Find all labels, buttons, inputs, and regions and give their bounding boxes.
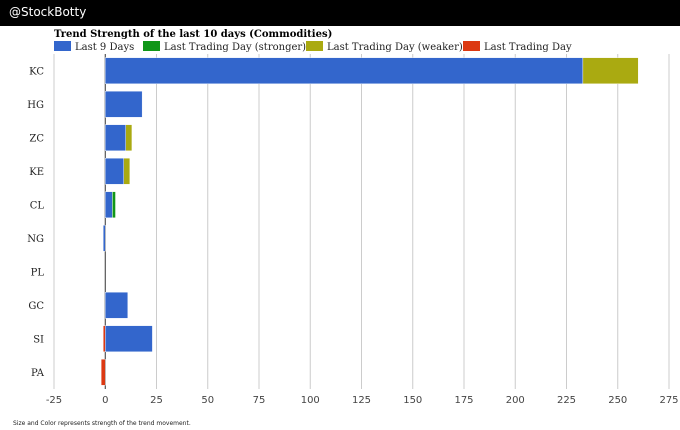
bar-NG-series-0 [102, 224, 106, 252]
bar-ZC-series-0 [105, 124, 126, 152]
category-label-HG: HG [27, 100, 44, 111]
x-tick-label-2: 25 [150, 395, 163, 406]
category-label-SI: SI [33, 334, 44, 345]
x-tick-label-9: 200 [506, 395, 525, 406]
bar-KE-series-2 [123, 157, 131, 185]
legend-swatch-1 [143, 41, 160, 51]
bar-KE-series-0 [105, 157, 124, 185]
x-tick-label-5: 100 [301, 395, 320, 406]
x-tick-label-11: 250 [608, 395, 627, 406]
chart-bars [100, 57, 639, 386]
bar-KC-series-0 [105, 57, 584, 85]
category-label-GC: GC [28, 301, 44, 312]
legend-label-1: Last Trading Day (stronger) [164, 42, 306, 53]
category-label-KC: KC [29, 66, 44, 77]
bar-SI-series-0 [105, 325, 153, 353]
legend-swatch-3 [463, 41, 480, 51]
category-label-NG: NG [27, 234, 44, 245]
chart-title: Trend Strength of the last 10 days (Comm… [54, 29, 332, 40]
category-label-KE: KE [29, 167, 44, 178]
x-tick-label-3: 50 [201, 395, 214, 406]
chart-footnote: Size and Color represents strength of th… [13, 420, 191, 427]
x-tick-label-8: 175 [454, 395, 473, 406]
x-tick-label-7: 150 [403, 395, 422, 406]
account-handle: @StockBotty [9, 5, 87, 19]
legend-swatch-2 [306, 41, 323, 51]
bar-GC-series-0 [105, 291, 128, 319]
legend-label-3: Last Trading Day [484, 42, 572, 53]
x-tick-label-6: 125 [352, 395, 371, 406]
bar-ZC-series-2 [125, 124, 133, 152]
bar-SI-series-3 [102, 325, 106, 353]
category-label-CL: CL [30, 200, 45, 211]
x-tick-label-12: 275 [659, 395, 678, 406]
bar-HG-series-0 [105, 90, 143, 118]
chart-axis: KC HG ZC KE CL NG PL GC SI PA [27, 66, 45, 379]
bar-CL-series-0 [105, 191, 113, 219]
bar-CL-series-1 [112, 191, 116, 219]
x-tick-label-10: 225 [557, 395, 576, 406]
bar-KC-series-2 [582, 57, 639, 85]
category-label-PA: PA [31, 368, 45, 379]
category-label-ZC: ZC [29, 133, 44, 144]
chart-legend: Last 9 Days Last Trading Day (stronger) La… [54, 41, 572, 53]
legend-label-0: Last 9 Days [75, 42, 134, 53]
trend-strength-chart: Trend Strength of the last 10 days (Comm… [27, 29, 679, 406]
x-tick-label-0: -25 [46, 395, 62, 406]
bar-PA-series-3 [100, 358, 106, 386]
legend-label-2: Last Trading Day (weaker) [327, 42, 463, 53]
category-label-PL: PL [31, 267, 45, 278]
chart-grid: -25 0 25 50 75 100 125 150 175 200 225 250 275 [46, 54, 679, 406]
x-tick-label-4: 75 [253, 395, 266, 406]
x-tick-label-1: 0 [102, 395, 108, 406]
top-bar: @StockBotty [0, 0, 680, 26]
legend-swatch-0 [54, 41, 71, 51]
